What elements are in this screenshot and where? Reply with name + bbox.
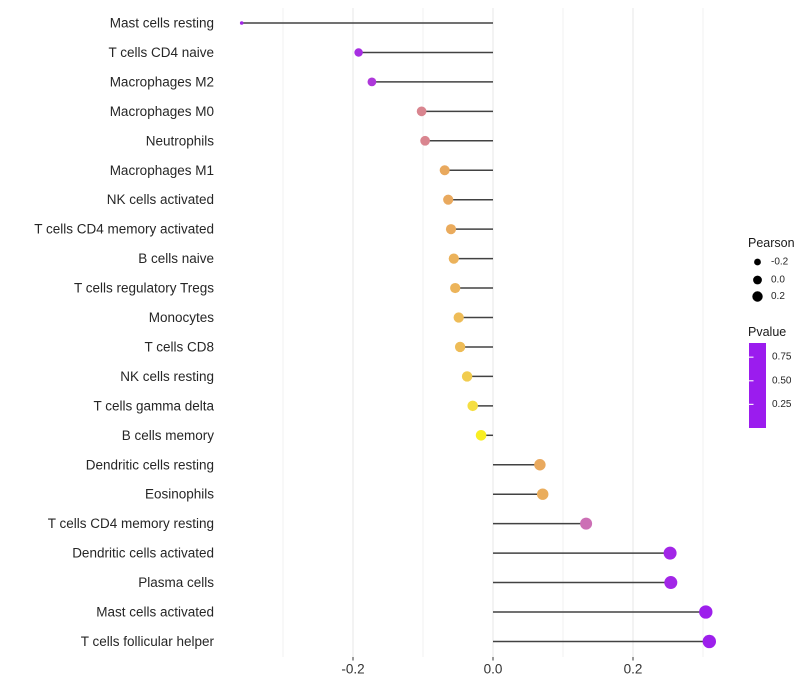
lollipop-dot xyxy=(453,312,464,323)
colorbar-tick-label: 0.50 xyxy=(772,375,792,386)
size-legend-title: Pearson xyxy=(748,236,795,250)
y-axis-label: Dendritic cells resting xyxy=(86,457,214,472)
lollipop-dot xyxy=(580,517,593,530)
lollipop-dot xyxy=(454,341,466,353)
x-axis-tick-label: 0.0 xyxy=(484,662,503,677)
size-legend-dot xyxy=(754,258,761,266)
y-axis-label: Macrophages M2 xyxy=(110,74,214,89)
lollipop-dot xyxy=(448,253,459,264)
y-axis-label: T cells CD4 naive xyxy=(108,45,214,60)
y-axis-label: Mast cells activated xyxy=(96,605,214,620)
colorbar-tick-label: 0.75 xyxy=(772,352,792,363)
lollipop-dot xyxy=(239,21,244,25)
lollipop-dot xyxy=(534,459,546,471)
size-legend-label: -0.2 xyxy=(771,257,789,268)
lollipop-dot xyxy=(354,48,363,57)
lollipop-dot xyxy=(445,224,457,235)
y-axis-label: T cells gamma delta xyxy=(93,398,214,413)
lollipop-dot xyxy=(536,488,549,500)
lollipop-dot xyxy=(367,77,377,87)
y-axis-label: Dendritic cells activated xyxy=(72,546,214,561)
lollipop-dot xyxy=(475,429,487,441)
y-axis-label: B cells naive xyxy=(138,251,214,266)
lollipop-dot xyxy=(699,605,713,619)
y-axis-label: Macrophages M0 xyxy=(110,104,214,119)
y-axis-label: T cells CD4 memory resting xyxy=(48,516,214,531)
size-legend-dot xyxy=(752,291,763,302)
y-axis-label: NK cells resting xyxy=(120,369,214,384)
size-legend-label: 0.0 xyxy=(771,275,785,286)
lollipop-dot xyxy=(416,106,427,117)
lollipop-dot xyxy=(420,135,430,146)
y-axis-label: T cells CD4 memory activated xyxy=(34,222,214,237)
color-legend-title: Pvalue xyxy=(748,325,786,339)
y-axis-label: B cells memory xyxy=(122,428,215,443)
lollipop-dot xyxy=(702,634,716,649)
y-axis-label: Plasma cells xyxy=(138,575,214,590)
size-legend-label: 0.2 xyxy=(771,291,785,302)
y-axis-label: Macrophages M1 xyxy=(110,163,214,178)
y-axis-label: T cells follicular helper xyxy=(81,634,215,649)
lollipop-dot xyxy=(663,546,677,560)
lollipop-dot xyxy=(461,371,473,382)
lollipop-dot xyxy=(450,282,461,294)
colorbar-tick-label: 0.25 xyxy=(772,399,792,410)
y-axis-label: Monocytes xyxy=(149,310,215,325)
x-axis-tick-label: -0.2 xyxy=(341,662,364,677)
y-axis-label: Eosinophils xyxy=(145,487,214,502)
y-axis-label: T cells CD8 xyxy=(144,339,214,354)
x-axis-tick-label: 0.2 xyxy=(624,662,643,677)
lollipop-dot xyxy=(439,165,450,176)
y-axis-label: NK cells activated xyxy=(107,192,214,207)
y-axis-label: T cells regulatory Tregs xyxy=(74,281,214,296)
y-axis-label: Neutrophils xyxy=(146,133,215,148)
lollipop-dot xyxy=(443,194,454,205)
y-axis-label: Mast cells resting xyxy=(110,16,214,31)
colorbar xyxy=(749,343,766,428)
size-legend-dot xyxy=(753,275,762,285)
lollipop-dot xyxy=(467,400,478,412)
lollipop-dot xyxy=(664,576,678,590)
